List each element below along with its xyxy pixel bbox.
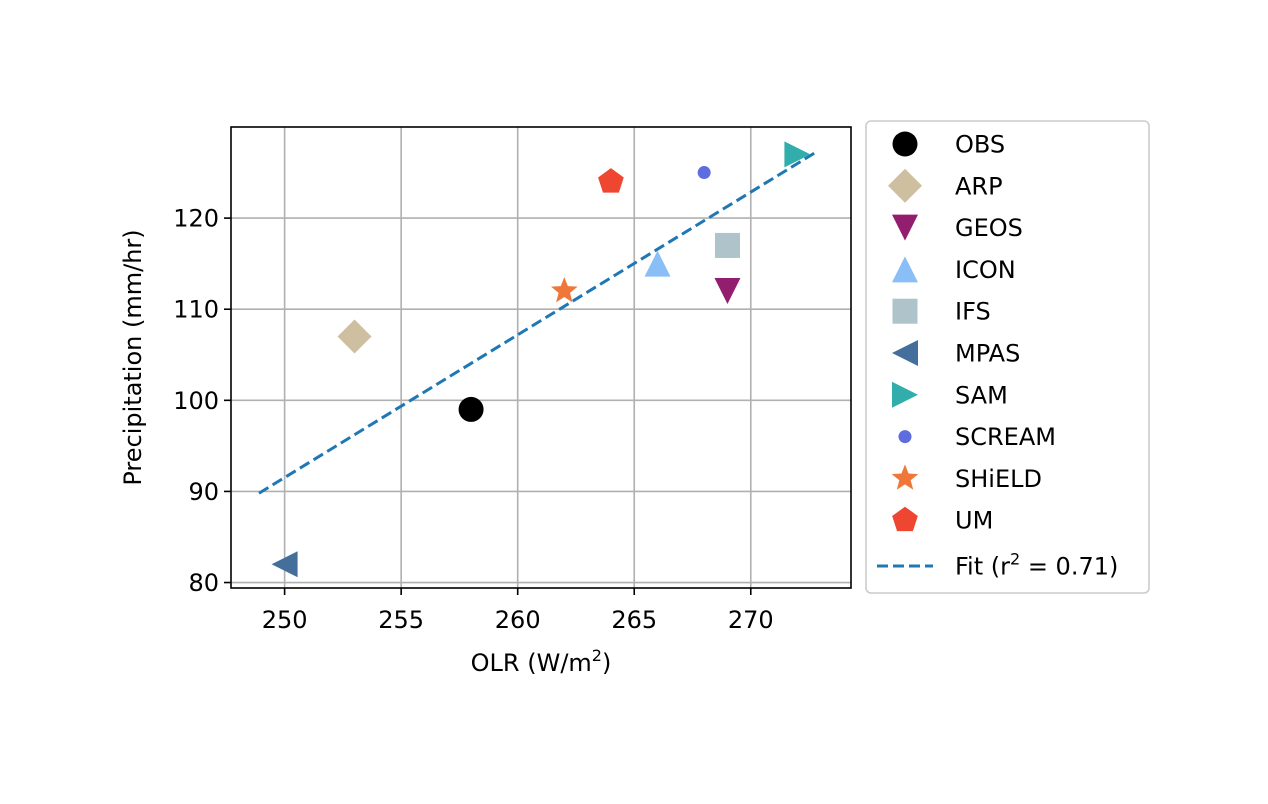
legend-marker-obs [892,131,918,157]
y-axis-label: Precipitation (mm/hr) [119,229,147,485]
data-point-um [598,168,624,193]
fit-line [258,149,820,495]
legend-entries: OBS ARP GEOS ICON IFS MPAS SAM SCREAM SHiELD UM Fi… [877,131,1118,581]
legend-marker-um [892,506,918,532]
legend-marker-mpas [892,340,918,366]
grid [231,127,851,588]
ticks: 250 255 260 265 270 80 90 100 110 120 [173,205,773,634]
legend-label-ifs: IFS [955,298,991,326]
y-tick-label: 110 [173,296,219,324]
legend-label-icon: ICON [955,256,1016,284]
x-tick-label: 250 [262,606,308,634]
legend-label-sam: SAM [955,381,1008,409]
x-tick-label: 270 [728,606,774,634]
x-tick-label: 255 [378,606,424,634]
legend-label-shield: SHiELD [955,465,1042,493]
y-tick-label: 100 [173,387,219,415]
legend-marker-sam [892,381,918,408]
data-point-ifs [714,232,740,258]
legend-label-obs: OBS [955,131,1005,159]
x-axis-label: OLR (W/m2) [471,646,612,677]
legend-label-scream: SCREAM [955,423,1056,451]
legend-marker-arp [888,168,922,203]
fit-line-layer [258,149,820,495]
data-point-arp [337,319,372,354]
data-point-icon [644,250,671,277]
x-tick-label: 265 [611,606,657,634]
markers [271,141,811,578]
data-point-geos [714,277,741,304]
legend-marker-geos [892,214,918,241]
legend-label-um: UM [955,507,993,535]
y-tick-label: 120 [173,205,219,233]
x-tick-label: 260 [495,606,541,634]
data-point-obs [458,396,484,422]
legend-marker-shield [891,464,919,490]
y-tick-label: 90 [188,478,219,506]
legend-marker-icon [892,256,918,283]
plot-frame [230,126,852,589]
legend-label-arp: ARP [955,172,1003,200]
legend-label-mpas: MPAS [955,340,1020,368]
data-point-shield [550,276,578,303]
legend-label-fit: Fit (r2 = 0.71) [955,550,1118,581]
data-point-scream [697,166,711,180]
legend-marker-ifs [892,298,918,324]
legend: OBS ARP GEOS ICON IFS MPAS SAM SCREAM SHiELD UM Fi… [865,120,1150,594]
y-tick-label: 80 [188,569,219,597]
legend-box [865,120,1150,594]
legend-label-geos: GEOS [955,214,1023,242]
legend-marker-scream [898,430,912,444]
data-point-mpas [271,551,298,578]
data-point-sam [784,141,811,168]
